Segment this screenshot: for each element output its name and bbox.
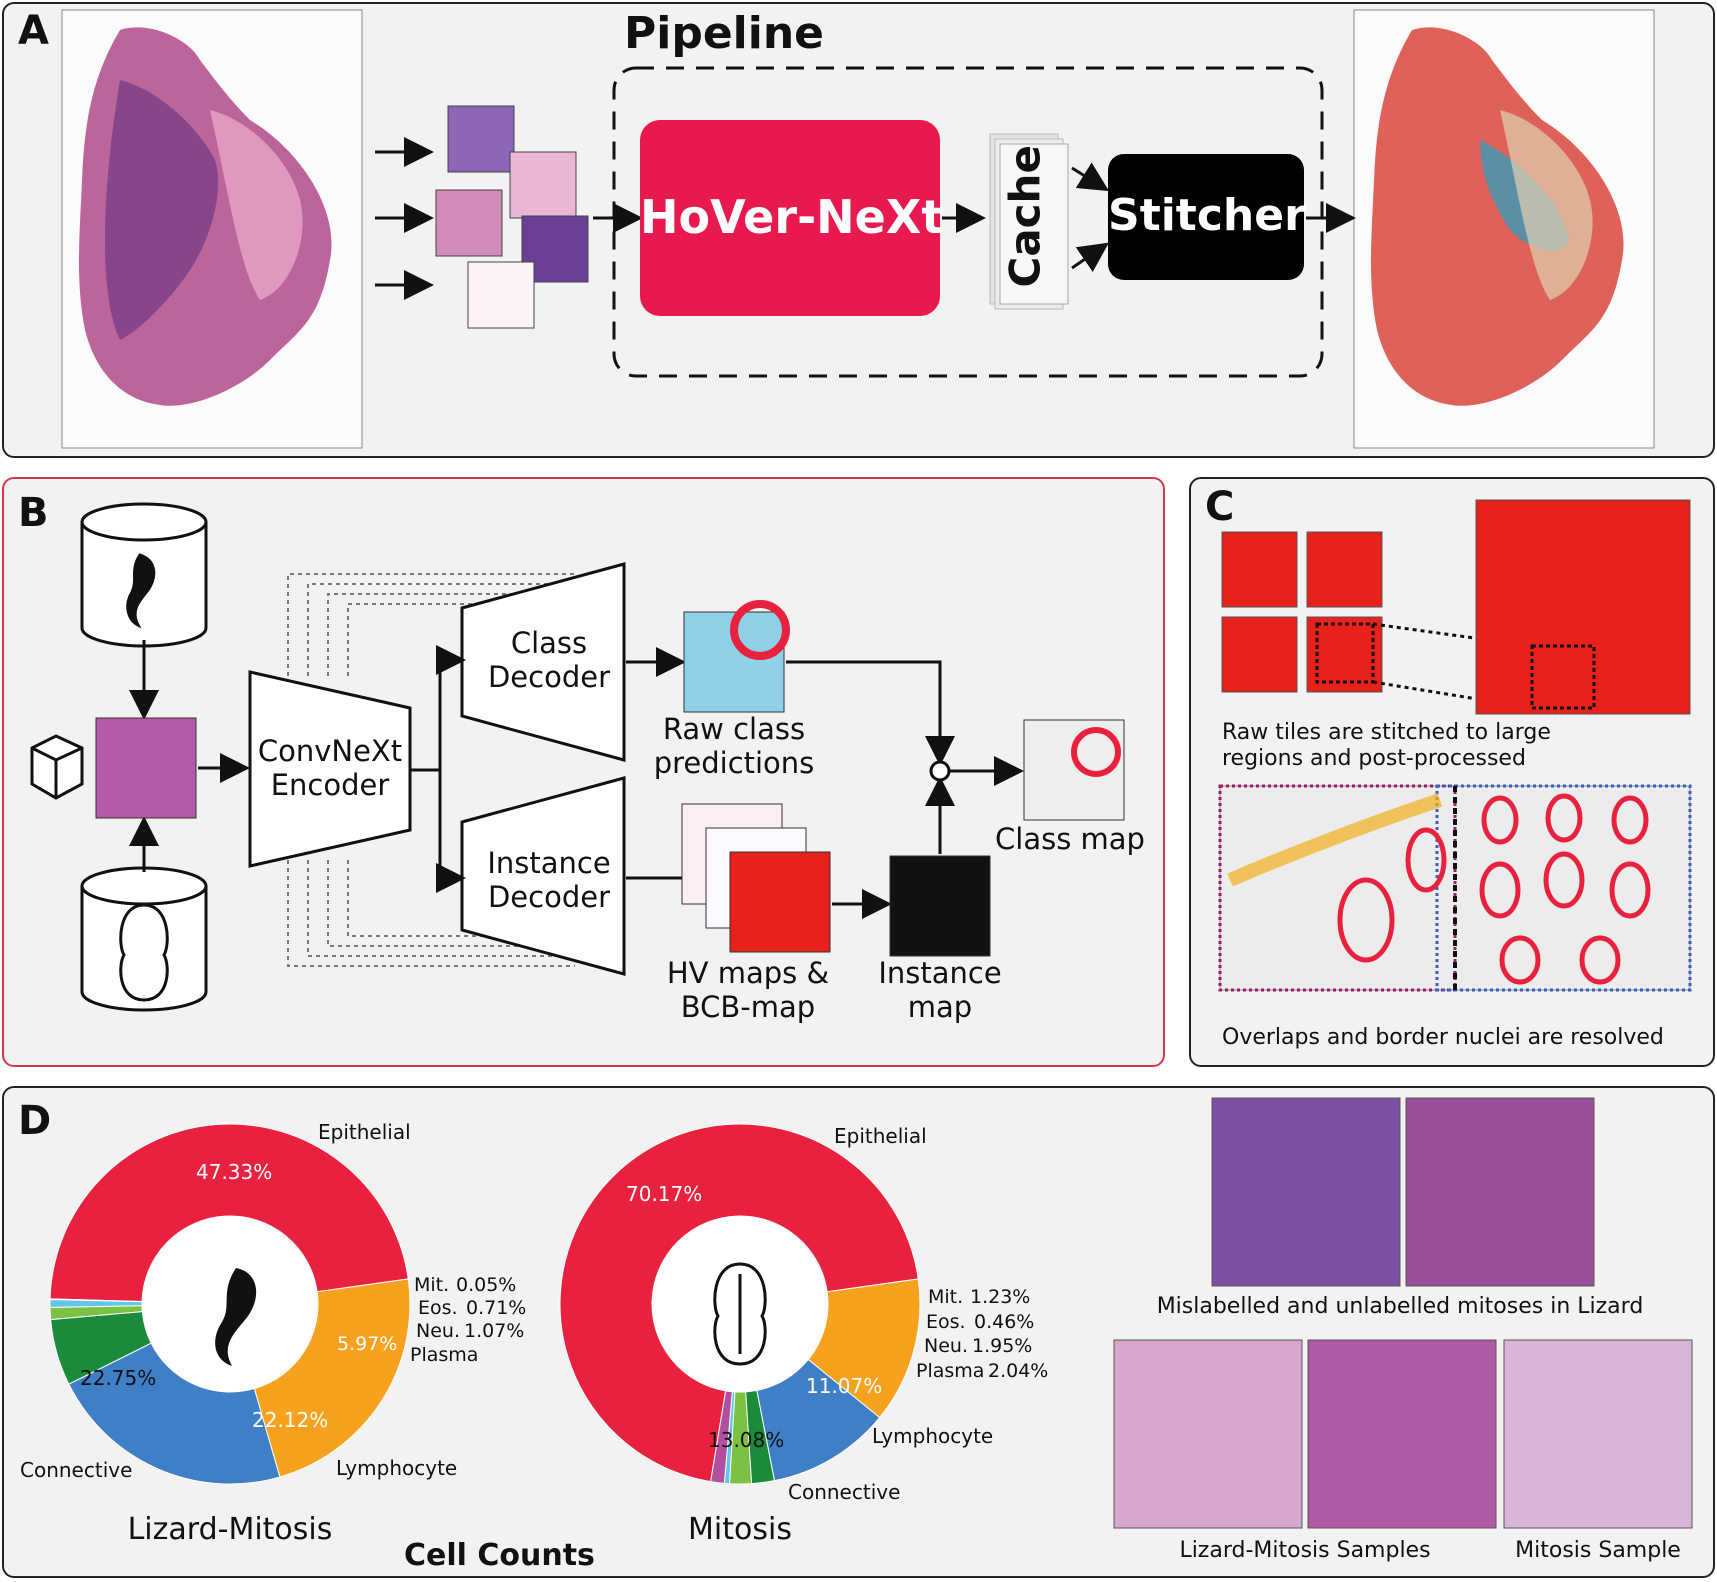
stitcher-box	[1108, 154, 1304, 280]
stitch-caption-1: Raw tiles are stitched to large	[1222, 720, 1551, 745]
cache-stack	[989, 133, 1069, 310]
chart1-eos-label: Eos.	[926, 1311, 966, 1333]
chart0-epithelial-value: 47.33%	[196, 1160, 273, 1184]
hv-maps-label-2: BCB-map	[680, 990, 816, 1024]
chart1-mit-value: 1.23%	[970, 1286, 1031, 1308]
chart1-lymphocyte-value: 11.07%	[806, 1374, 883, 1398]
chart1-mit-label: Mit.	[928, 1286, 964, 1308]
panel-letter-c: C	[1205, 484, 1235, 530]
pipeline-dashed-box	[612, 66, 1324, 378]
tile-5	[467, 261, 535, 329]
encoder-label-2: Encoder	[270, 768, 390, 802]
pipeline-graphic	[61, 9, 1655, 449]
stitched-region	[1475, 499, 1691, 715]
mitosis-sample-image	[1503, 1339, 1693, 1529]
chart1-plasma-value: 2.04%	[988, 1360, 1049, 1382]
panel-letter-b: B	[18, 490, 49, 536]
chart0-plasma-value: 5.97%	[337, 1333, 398, 1355]
chart0-plasma-label: Plasma	[410, 1344, 479, 1366]
chart0-neu-value: 1.07%	[464, 1320, 525, 1342]
raw-tile-2	[1306, 531, 1383, 608]
chart0-mit-value: 0.05%	[456, 1274, 517, 1296]
chart0-eos-value: 0.71%	[466, 1297, 527, 1319]
hv-maps-label-1: HV maps &	[666, 956, 830, 990]
chart1-connective-label: Connective	[788, 1480, 901, 1504]
chart0-neu-label: Neu.	[416, 1320, 460, 1342]
lizard-center-icon	[215, 1268, 257, 1366]
chart0-lymphocyte-value: 22.12%	[252, 1408, 329, 1432]
chart0-eos-label: Eos.	[418, 1297, 458, 1319]
mislabelled-sample-annotated	[1405, 1097, 1595, 1287]
raw-tile-3	[1221, 616, 1298, 693]
chart1-neu-value: 1.95%	[972, 1335, 1033, 1357]
chart1-plasma-label: Plasma	[916, 1360, 985, 1382]
tile-2	[509, 151, 577, 219]
chart1-epithelial-value: 70.17%	[626, 1182, 703, 1206]
chart0-connective-value: 22.75%	[80, 1366, 157, 1390]
instance-map-label-2: map	[907, 990, 973, 1024]
tile-1	[447, 105, 515, 173]
chart1-lymphocyte-label: Lymphocyte	[872, 1424, 994, 1448]
mitosis-center-icon	[713, 1262, 767, 1366]
chart0-epithelial-label: Epithelial	[318, 1120, 411, 1144]
stitching-graphic	[1218, 499, 1692, 992]
mislabelled-sample-raw	[1211, 1097, 1401, 1287]
tile-3	[435, 189, 503, 257]
wsi-overlay-shape	[1370, 27, 1624, 406]
encoder-label-1: ConvNeXt	[257, 734, 403, 768]
hovernext-box	[640, 120, 940, 316]
chart0-mit-label: Mit.	[414, 1274, 450, 1296]
raw-tile-4	[1306, 616, 1383, 693]
chart1-eos-value: 0.46%	[974, 1311, 1035, 1333]
hovernext-label: HoVer-NeXt	[640, 190, 944, 244]
stitch-caption-2: regions and post-processed	[1222, 746, 1526, 771]
raw-tile-1	[1221, 531, 1298, 608]
panel-letter-d: D	[18, 1098, 52, 1144]
lizard-sample-2	[1307, 1339, 1497, 1529]
instance-map-label-1: Instance	[878, 956, 1002, 990]
stitcher-label: Stitcher	[1108, 190, 1306, 241]
raw-class-label-1: Raw class	[662, 712, 806, 746]
chart1-epithelial-label: Epithelial	[834, 1124, 927, 1148]
mislabelled-caption: Mislabelled and unlabelled mitoses in Li…	[1156, 1294, 1644, 1319]
chart1-connective-value: 13.08%	[708, 1428, 785, 1452]
donut-slice-connective	[807, 1278, 921, 1419]
class-decoder-label-1: Class	[510, 626, 588, 660]
instance-decoder-label-2: Decoder	[487, 880, 611, 914]
chart0-connective-label: Connective	[20, 1458, 133, 1482]
raw-class-label-2: predictions	[653, 746, 815, 780]
mitosis-sample-caption: Mitosis Sample	[1515, 1538, 1681, 1563]
lizard-samples-caption: Lizard-Mitosis Samples	[1179, 1538, 1431, 1563]
chart0-lymphocyte-label: Lymphocyte	[336, 1456, 458, 1480]
cell-counts-title: Cell Counts	[404, 1538, 595, 1573]
instance-decoder-label-1: Instance	[487, 846, 611, 880]
panel-letter-a: A	[18, 8, 49, 54]
pipeline-title: Pipeline	[624, 8, 824, 59]
class-map-label: Class map	[995, 822, 1145, 856]
lizard-sample-1	[1113, 1339, 1303, 1529]
chart1-name: Mitosis	[688, 1512, 792, 1547]
overlap-caption: Overlaps and border nuclei are resolved	[1222, 1025, 1664, 1050]
donut-lizard-mitosis	[49, 1123, 411, 1485]
class-decoder-label-2: Decoder	[487, 660, 611, 694]
chart1-neu-label: Neu.	[924, 1335, 968, 1357]
chart0-name: Lizard-Mitosis	[127, 1512, 333, 1547]
